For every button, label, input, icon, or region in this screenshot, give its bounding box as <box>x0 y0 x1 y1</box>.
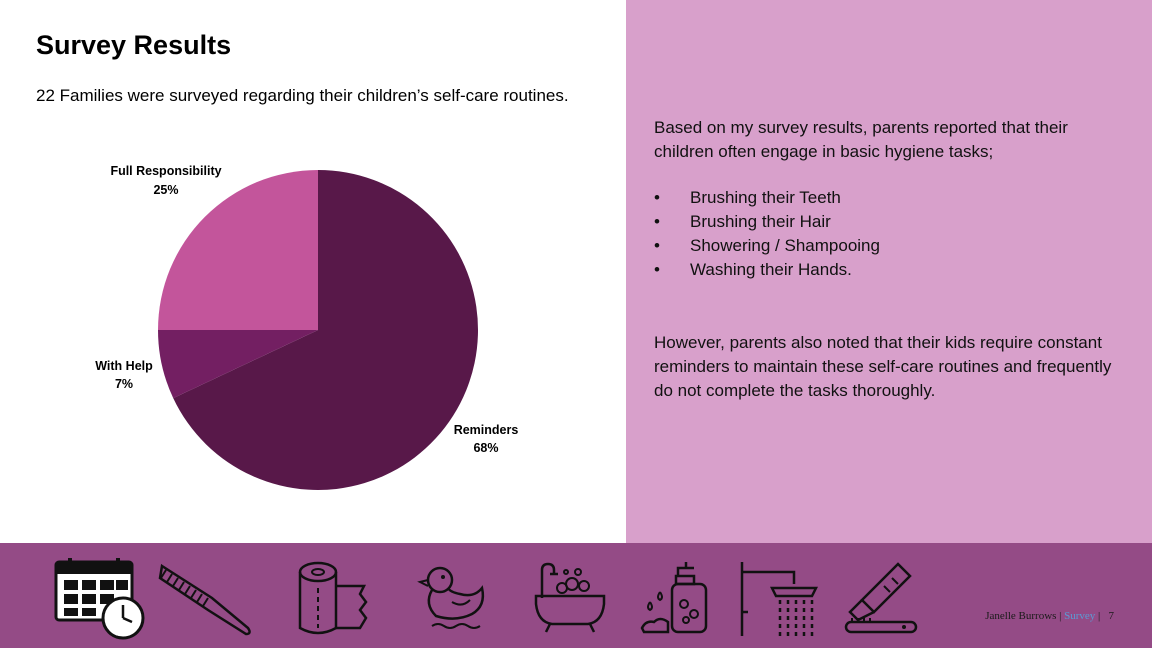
slide-footer: Janelle Burrows | Survey | 7 <box>985 610 1114 622</box>
rubber-duck-icon <box>416 558 496 640</box>
toothbrush-icon <box>842 558 922 640</box>
footer-section-link[interactable]: Survey <box>1064 610 1096 622</box>
footer-separator: | <box>1098 610 1101 622</box>
comb-icon <box>156 558 256 640</box>
footer-separator: | <box>1059 610 1062 622</box>
slide-title: Survey Results <box>36 30 232 60</box>
page-number: 7 <box>1108 610 1115 622</box>
toilet-paper-icon <box>294 558 374 640</box>
survey-intro-text: Based on my survey results, parents repo… <box>654 118 1068 161</box>
bullet-marker: • <box>654 212 660 231</box>
footer-author: Janelle Burrows <box>985 610 1057 622</box>
label-with-help: With Help <box>95 359 153 373</box>
value-with-help: 7% <box>115 377 133 391</box>
bullet-marker: • <box>654 260 660 279</box>
right-panel <box>626 0 1152 543</box>
pie-chart: Full Responsibility 25% With Help 7% Rem… <box>95 164 519 490</box>
list-item: • Brushing their Teeth <box>654 186 880 210</box>
list-item: • Washing their Hands. <box>654 258 880 282</box>
list-item: • Brushing their Hair <box>654 210 880 234</box>
value-reminders: 68% <box>473 441 498 455</box>
bullet-marker: • <box>654 236 660 255</box>
calendar-clock-icon <box>52 558 148 640</box>
hand-soap-icon <box>638 558 718 640</box>
bullet-marker: • <box>654 188 660 207</box>
survey-conclusion-text: However, parents also noted that their k… <box>654 333 1112 400</box>
hygiene-task-list: • Brushing their Teeth • Brushing their Ha… <box>654 186 880 282</box>
pie-slice-with-help <box>158 330 318 399</box>
list-item-text: Showering / Shampooing <box>690 236 880 255</box>
pie-slice-reminders <box>173 170 479 490</box>
slide-subtitle: 22 Families were surveyed regarding thei… <box>36 86 569 105</box>
label-full-responsibility: Full Responsibility <box>110 164 221 178</box>
value-full-responsibility: 25% <box>153 183 178 197</box>
list-item-text: Brushing their Hair <box>690 212 831 231</box>
label-reminders: Reminders <box>454 423 519 437</box>
list-item: • Showering / Shampooing <box>654 234 880 258</box>
pie-slice-full-responsibility <box>158 170 318 330</box>
list-item-text: Brushing their Teeth <box>690 188 841 207</box>
shower-icon <box>738 558 818 640</box>
list-item-text: Washing their Hands. <box>690 260 852 279</box>
bathtub-icon <box>532 558 612 640</box>
